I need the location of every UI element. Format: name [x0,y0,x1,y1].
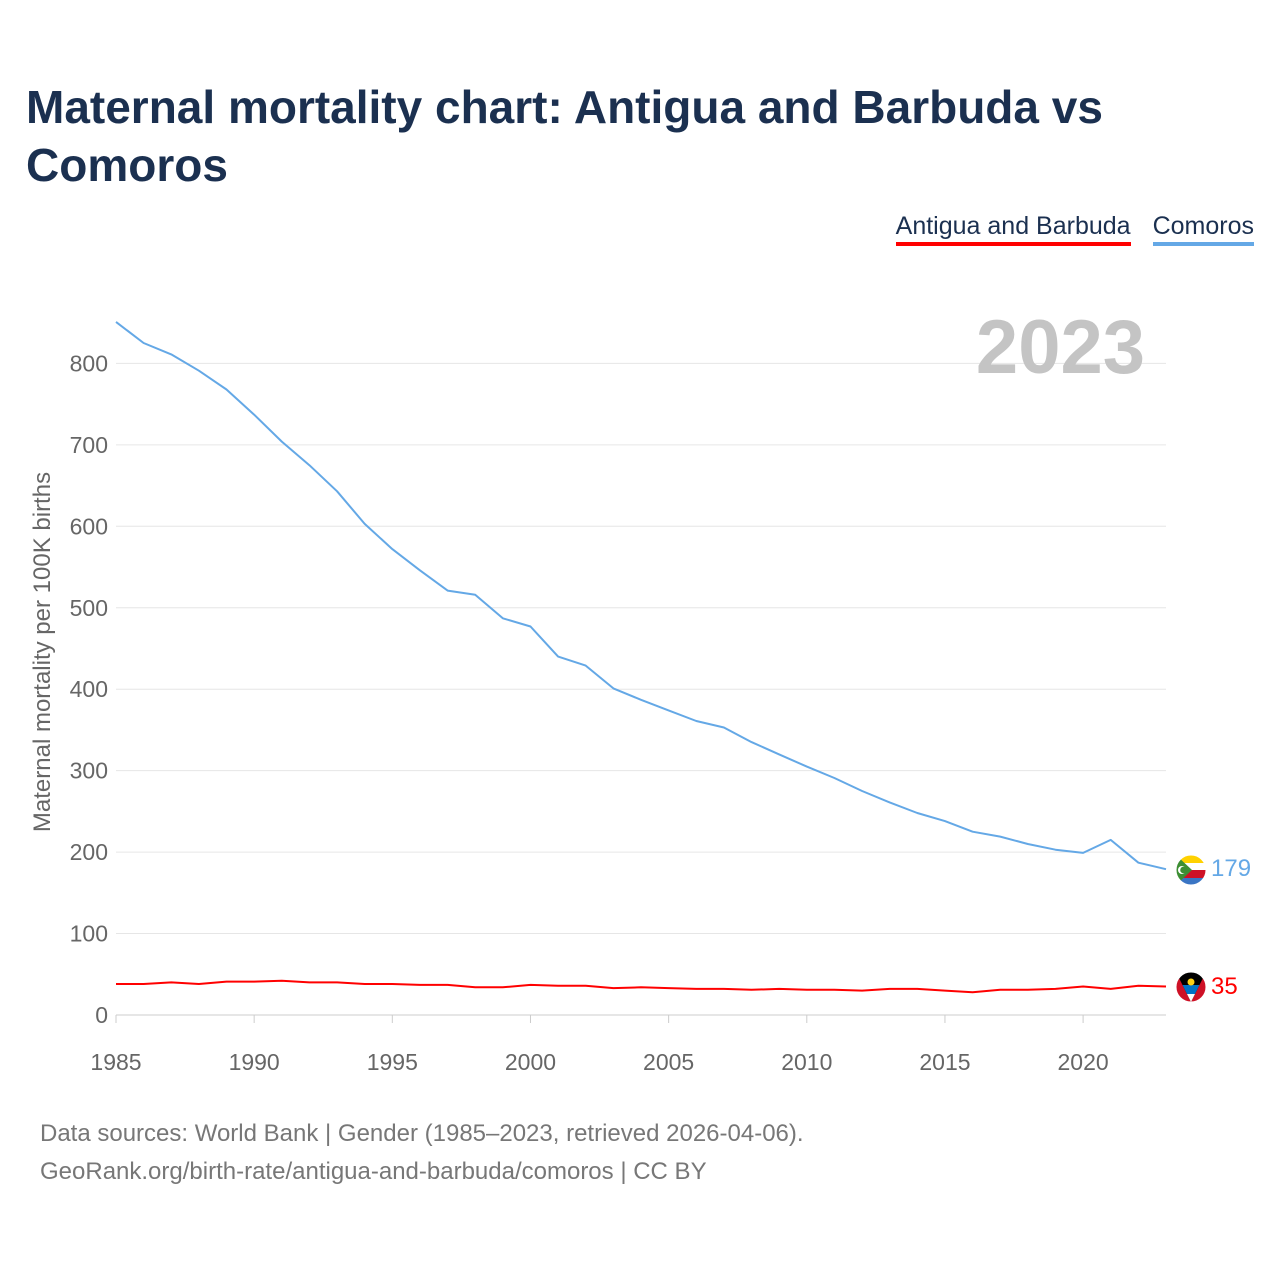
x-tick-label: 2000 [505,1049,556,1075]
series-line-comoros [115,321,1167,871]
antigua-and-barbuda-flag-icon [1176,972,1206,1002]
axes: 0 100 200 300 400 500 600 700 800 1985 1990 1995 200… [70,350,1166,1075]
x-tick-label: 2020 [1058,1049,1109,1075]
x-tick-label: 2010 [781,1049,832,1075]
grid [116,362,1166,1016]
y-tick-label: 400 [70,676,108,702]
series-line-antigua-and-barbuda [116,979,1167,994]
footer-url[interactable]: GeoRank.org/birth-rate/antigua-and-barbu… [40,1158,707,1185]
x-tick-label: 2005 [643,1049,694,1075]
y-tick-label: 500 [70,595,108,621]
y-tick-label: 100 [70,921,108,947]
legend: Antigua and Barbuda Comoros [895,212,1254,246]
y-axis-label: Maternal mortality per 100K births [29,472,56,832]
y-tick-label: 0 [95,1002,108,1028]
x-tick-label: 1985 [90,1049,141,1075]
y-tick-label: 600 [70,513,108,539]
x-tick-label: 2015 [919,1049,970,1075]
year-watermark: 2023 [976,305,1145,390]
comoros-flag-border [1175,854,1207,886]
series: 35 179 [115,321,1251,1000]
legend-item-antigua-and-barbuda[interactable]: Antigua and Barbuda [895,212,1131,246]
footer-sources: Data sources: World Bank | Gender (1985–… [40,1120,804,1147]
x-tick-label: 1990 [229,1049,280,1075]
antigua-and-barbuda-flag-border [1175,971,1207,1003]
page-title: Maternal mortality chart: Antigua and Ba… [26,81,1103,191]
y-tick-label: 800 [70,350,108,376]
x-tick-label: 1995 [367,1049,418,1075]
y-tick-label: 700 [70,432,108,458]
y-tick-label: 300 [70,758,108,784]
y-tick-label: 200 [70,839,108,865]
comoros-flag-icon [1176,855,1206,885]
end-label-antigua-and-barbuda: 35 [1211,973,1238,1000]
legend-item-comoros[interactable]: Comoros [1152,212,1254,246]
end-label-comoros: 179 [1211,855,1251,882]
